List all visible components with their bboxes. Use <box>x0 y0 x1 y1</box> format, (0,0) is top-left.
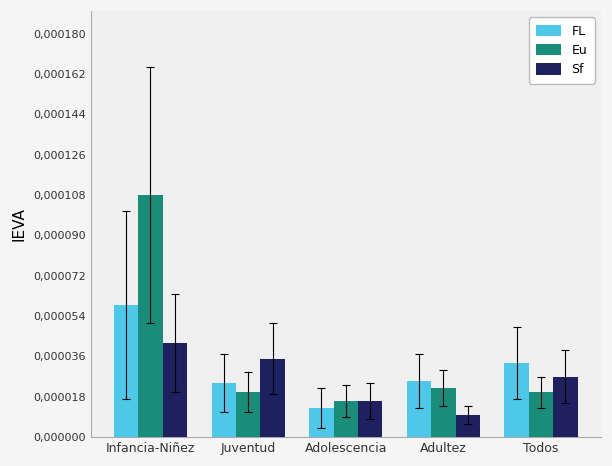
Bar <box>138 195 163 437</box>
Bar <box>358 401 382 437</box>
Bar <box>407 381 431 437</box>
Bar <box>309 408 334 437</box>
Bar <box>456 415 480 437</box>
Bar <box>236 392 260 437</box>
Bar <box>212 383 236 437</box>
Y-axis label: IEVA: IEVA <box>11 207 26 241</box>
Bar <box>114 305 138 437</box>
Bar <box>529 392 553 437</box>
Bar <box>431 388 456 437</box>
Legend: FL, Eu, Sf: FL, Eu, Sf <box>529 17 595 84</box>
Bar <box>260 358 285 437</box>
Bar <box>553 377 578 437</box>
Bar <box>334 401 358 437</box>
Bar <box>504 363 529 437</box>
Bar <box>163 343 187 437</box>
